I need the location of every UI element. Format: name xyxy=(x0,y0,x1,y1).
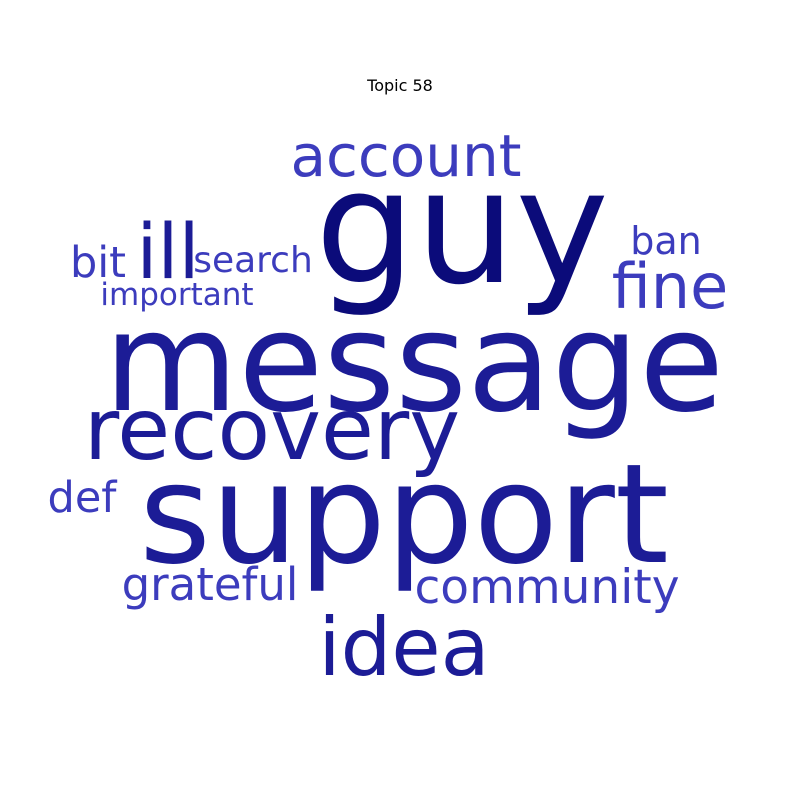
word-fine: fine xyxy=(612,250,729,323)
word-account: account xyxy=(290,122,521,190)
word-ill: ill xyxy=(136,207,199,296)
page-title: Topic 58 xyxy=(367,76,433,95)
word-search: search xyxy=(193,240,313,281)
word-message: message xyxy=(104,282,724,443)
word-idea: idea xyxy=(318,601,489,694)
word-community: community xyxy=(414,560,679,615)
word-grateful: grateful xyxy=(122,558,299,611)
word-support: support xyxy=(139,434,669,595)
word-guy: guy xyxy=(315,136,609,320)
word-def: def xyxy=(48,473,118,523)
word-important: important xyxy=(100,277,253,313)
word-ban: ban xyxy=(630,219,702,263)
word-bit: bit xyxy=(70,238,126,288)
word-recovery: recovery xyxy=(84,380,460,480)
